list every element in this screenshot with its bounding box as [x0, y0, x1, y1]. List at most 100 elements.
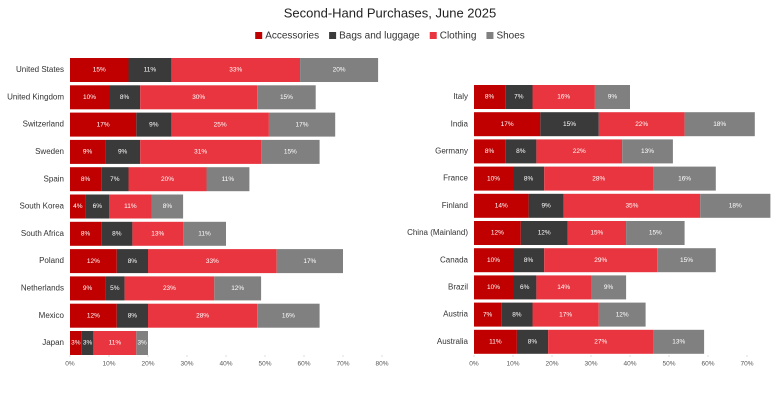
bar-segment	[70, 139, 106, 164]
bar-segment	[70, 85, 109, 110]
value-label: 8%	[81, 176, 91, 183]
bar-segment	[474, 329, 517, 354]
value-label: 15%	[284, 149, 297, 156]
bar-segment	[151, 194, 184, 219]
legend-swatch	[329, 32, 337, 39]
x-tick-label: 80%	[375, 361, 388, 368]
bar-segment	[206, 167, 250, 192]
value-label: 12%	[491, 230, 504, 237]
category-label: Sweden	[35, 147, 64, 156]
value-label: 7%	[483, 311, 493, 318]
value-label: 13%	[641, 148, 654, 155]
bar-segment	[171, 58, 301, 82]
bar-segment	[474, 221, 521, 245]
bar-segment	[101, 221, 133, 246]
value-label: 11%	[198, 231, 211, 238]
value-label: 16%	[557, 94, 570, 101]
legend-swatch	[486, 32, 494, 39]
x-tick-label: 70%	[336, 361, 349, 368]
x-tick-label: 60%	[701, 361, 714, 368]
legend-label: Accessories	[265, 31, 319, 42]
bar-segment	[626, 221, 685, 245]
bar-segment	[474, 248, 513, 273]
value-label: 27%	[594, 339, 607, 346]
bar-segment	[93, 331, 137, 355]
value-label: 8%	[112, 231, 122, 238]
value-label: 17%	[501, 121, 514, 128]
value-label: 8%	[516, 148, 526, 155]
value-label: 10%	[487, 284, 500, 291]
value-label: 20%	[333, 67, 346, 74]
category-label: South Africa	[21, 229, 65, 238]
value-label: 11%	[222, 176, 235, 183]
category-label: China (Mainland)	[407, 228, 468, 237]
bar-segment	[513, 166, 545, 191]
bar-segment	[140, 139, 262, 164]
value-label: 10%	[487, 175, 500, 182]
bar-segment	[474, 302, 502, 327]
category-label: Austria	[443, 310, 468, 319]
bar-segment	[544, 248, 658, 273]
bar-segment	[657, 248, 716, 273]
category-label: Switzerland	[23, 120, 64, 129]
x-tick-label: 40%	[623, 361, 636, 368]
value-label: 11%	[144, 67, 157, 74]
value-label: 23%	[163, 285, 176, 292]
category-label: United States	[16, 65, 64, 74]
x-tick-label: 30%	[180, 361, 193, 368]
value-label: 8%	[485, 148, 495, 155]
bar-segment	[474, 139, 506, 164]
x-tick-label: 10%	[506, 361, 519, 368]
category-label: South Korea	[20, 202, 65, 211]
value-label: 31%	[194, 149, 207, 156]
value-label: 30%	[192, 94, 205, 101]
bar-segment	[257, 303, 320, 328]
bar-segment	[474, 275, 513, 300]
bar-segment	[505, 85, 533, 109]
value-label: 8%	[528, 339, 538, 346]
bar-segment	[501, 302, 533, 327]
value-label: 28%	[196, 312, 209, 319]
x-tick-label: 30%	[584, 361, 597, 368]
value-label: 6%	[520, 284, 530, 291]
bar-segment	[474, 85, 506, 109]
x-tick-label: 50%	[662, 361, 675, 368]
value-label: 20%	[161, 176, 174, 183]
bar-segment	[148, 303, 258, 328]
value-label: 12%	[87, 258, 100, 265]
bar-segment	[536, 275, 591, 300]
value-label: 25%	[214, 121, 227, 128]
value-label: 12%	[231, 285, 244, 292]
category-label: Mexico	[39, 311, 65, 320]
bar-segment	[532, 85, 595, 109]
bar-segment	[136, 112, 172, 137]
value-label: 9%	[608, 94, 618, 101]
value-label: 9%	[83, 285, 93, 292]
value-label: 14%	[557, 284, 570, 291]
bar-segment	[128, 58, 172, 82]
category-label: Finland	[442, 201, 468, 210]
value-label: 10%	[487, 257, 500, 264]
value-label: 7%	[514, 94, 524, 101]
bar-segment	[591, 275, 627, 300]
value-label: 35%	[625, 203, 638, 210]
value-label: 6%	[93, 203, 103, 210]
value-label: 8%	[128, 258, 138, 265]
value-label: 15%	[280, 94, 293, 101]
bar-segment	[516, 329, 549, 354]
value-label: 5%	[110, 285, 120, 292]
bar-segment	[124, 276, 215, 301]
legend-label: Shoes	[496, 31, 524, 42]
value-label: 9%	[83, 149, 93, 156]
legend-swatch	[255, 32, 263, 39]
bar-segment	[474, 193, 529, 218]
bar-segment	[540, 112, 599, 137]
category-label: Brazil	[448, 283, 468, 292]
bar-segment	[474, 112, 541, 137]
bar-segment	[183, 221, 226, 246]
value-label: 12%	[616, 311, 629, 318]
bar-segment	[70, 58, 129, 82]
bar-segment	[536, 139, 623, 164]
bar-segment	[505, 139, 537, 164]
